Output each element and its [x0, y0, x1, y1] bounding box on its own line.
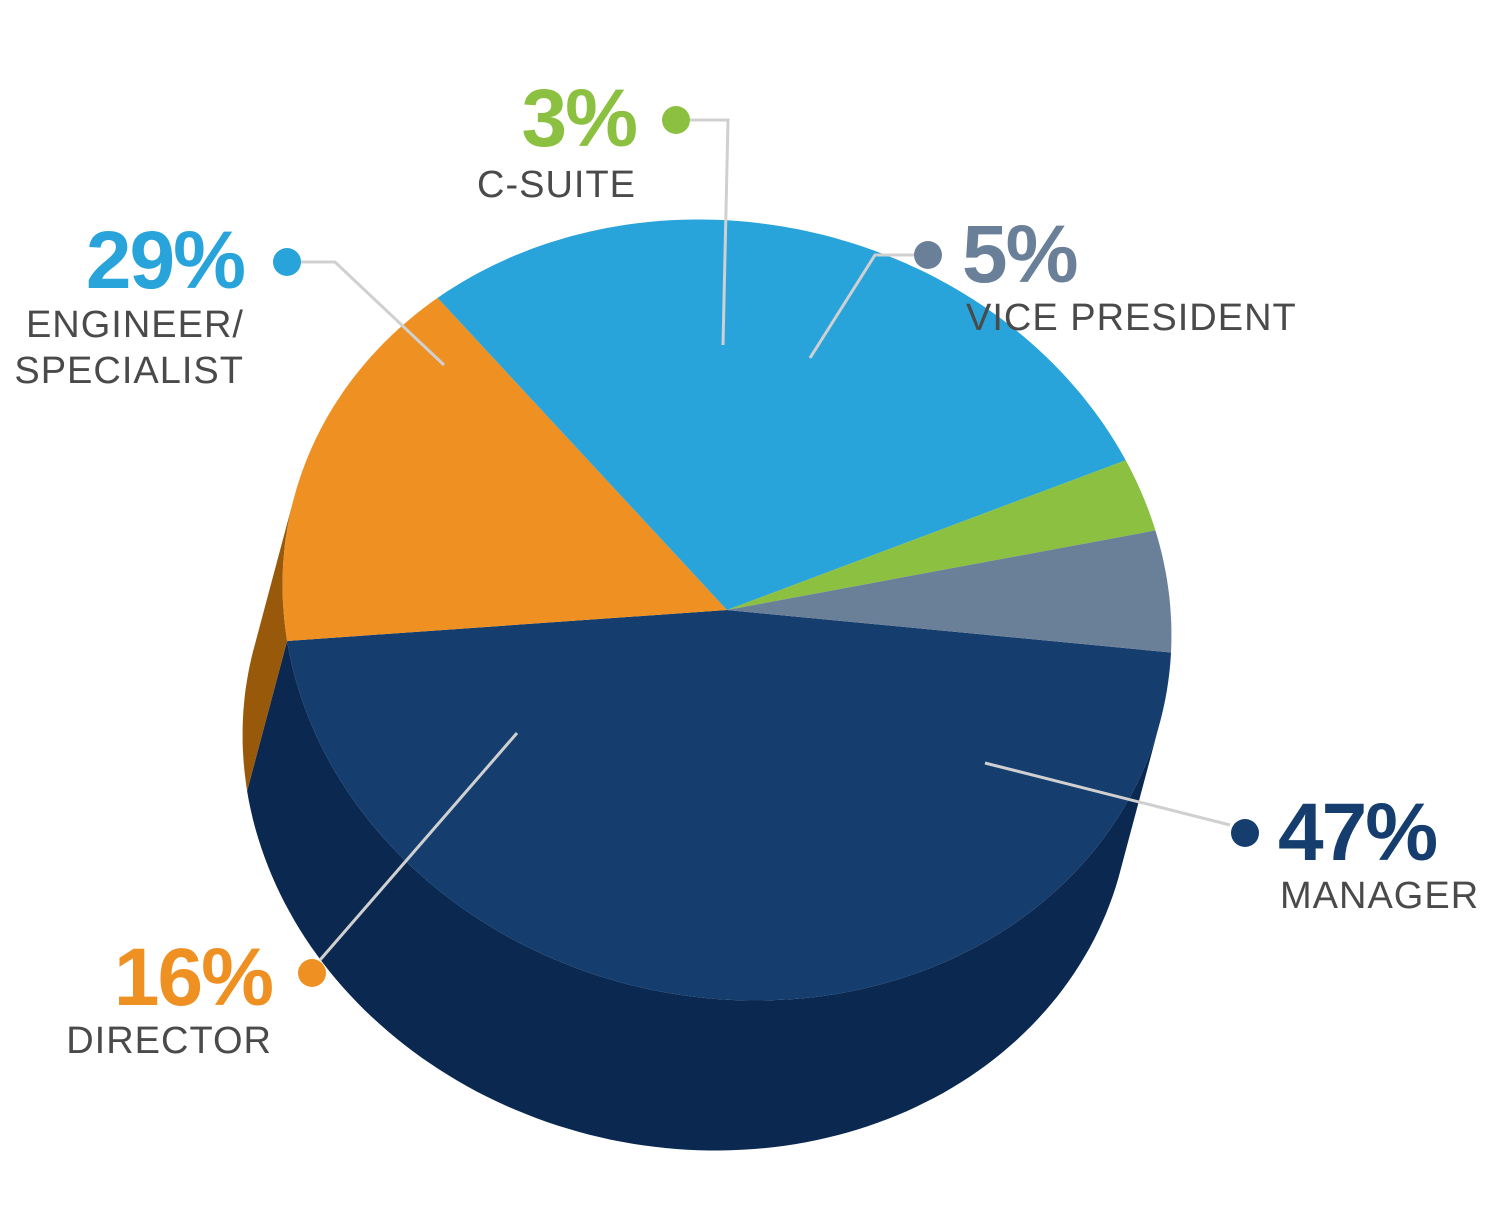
pie-side-director	[242, 498, 294, 791]
category-label-engineer-specialist: ENGINEER/SPECIALIST	[14, 304, 244, 392]
leader-dot-c-suite	[662, 106, 690, 134]
slice-labels: 47%MANAGER 16%DIRECTOR 29%ENGINEER/SPECIAL…	[14, 73, 1479, 1062]
category-label-line: MANAGER	[1280, 875, 1479, 917]
pie-tops	[282, 219, 1172, 1001]
category-label-vice-president: VICE PRESIDENT	[966, 297, 1297, 339]
leader-line-vice-president	[808, 253, 915, 359]
category-label-line: C-SUITE	[477, 164, 636, 206]
category-label-line: DIRECTOR	[66, 1020, 272, 1062]
leader-line-engineer-specialist	[300, 260, 446, 367]
leader-line-c-suite	[690, 118, 730, 346]
pie-slice-vice-president	[727, 530, 1172, 653]
category-label-director: DIRECTOR	[66, 1020, 272, 1062]
pie-slice-c-suite	[727, 460, 1156, 610]
category-label-c-suite: C-SUITE	[477, 164, 636, 206]
category-label-line: SPECIALIST	[14, 350, 244, 392]
leader-line-manager	[984, 761, 1231, 827]
percent-label-engineer-specialist: 29%	[86, 215, 244, 306]
category-label-line: VICE PRESIDENT	[966, 297, 1297, 339]
pie-slice-engineer-specialist	[437, 219, 1126, 610]
leader-dot-vice-president	[914, 241, 942, 269]
percent-label-vice-president: 5%	[962, 209, 1077, 300]
leader-dot-director	[298, 959, 326, 987]
percent-label-manager: 47%	[1278, 787, 1436, 878]
percent-label-c-suite: 3%	[521, 73, 636, 164]
pie-slice-director	[282, 297, 727, 641]
category-label-manager: MANAGER	[1280, 875, 1479, 917]
percent-label-director: 16%	[114, 932, 272, 1023]
leader-lines	[273, 106, 1259, 987]
leader-dot-manager	[1231, 819, 1259, 847]
pie-side-manager	[247, 641, 1159, 1151]
leader-dot-engineer-specialist	[273, 248, 301, 276]
pie-sides	[242, 498, 1159, 1151]
category-label-line: ENGINEER/	[26, 304, 244, 346]
leader-line-director	[318, 732, 519, 961]
pie-slice-manager	[287, 610, 1172, 1001]
